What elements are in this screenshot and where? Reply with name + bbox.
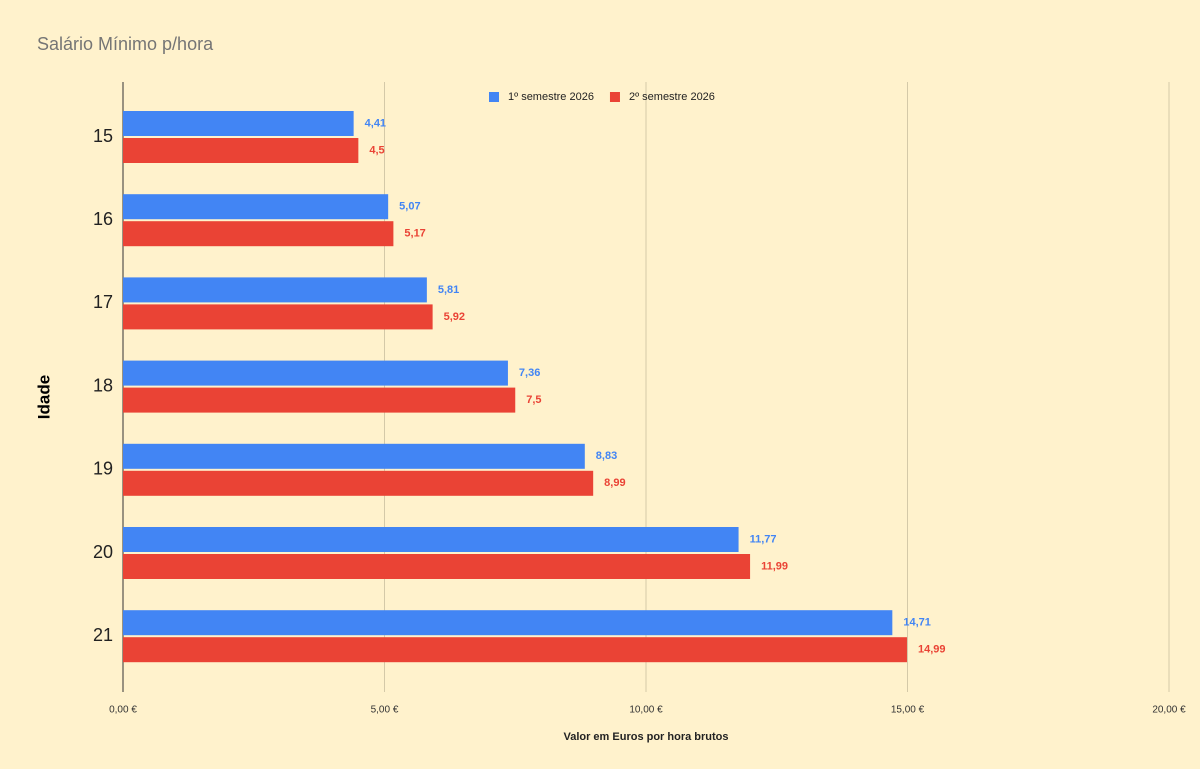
y-tick-label: 17: [93, 292, 113, 312]
bar: [123, 360, 508, 386]
value-label: 5,07: [399, 201, 420, 213]
legend-swatch: [489, 92, 499, 102]
value-label: 4,41: [365, 117, 386, 129]
value-label: 8,83: [596, 450, 617, 462]
value-label: 5,81: [438, 284, 459, 296]
bar: [123, 527, 739, 552]
bar: [123, 138, 359, 163]
x-tick-label: 10,00 €: [629, 705, 663, 716]
bar: [123, 610, 893, 636]
bar: [123, 277, 427, 303]
y-tick-label: 21: [93, 625, 113, 645]
y-axis-label: Idade: [34, 375, 53, 419]
value-label: 7,5: [526, 394, 541, 406]
bar: [123, 221, 394, 247]
legend-label: 2º semestre 2026: [629, 91, 715, 103]
y-tick-label: 15: [93, 126, 113, 146]
x-tick-label: 5,00 €: [371, 705, 399, 716]
value-label: 8,99: [604, 477, 625, 489]
bar: [123, 304, 433, 330]
bar: [123, 637, 907, 663]
y-tick-label: 18: [93, 375, 113, 395]
bar: [123, 387, 516, 413]
y-tick-label: 19: [93, 459, 113, 479]
x-axis-label: Valor em Euros por hora brutos: [563, 731, 728, 743]
value-label: 5,92: [444, 311, 465, 323]
value-label: 7,36: [519, 367, 540, 379]
bar: [123, 443, 585, 469]
value-label: 5,17: [404, 228, 425, 240]
y-tick-label: 16: [93, 209, 113, 229]
value-label: 14,71: [903, 617, 931, 629]
x-tick-label: 0,00 €: [109, 705, 137, 716]
x-tick-label: 20,00 €: [1152, 705, 1186, 716]
bar: [123, 470, 594, 496]
bar: [123, 554, 751, 579]
bar: [123, 194, 389, 220]
value-label: 11,77: [750, 533, 777, 545]
value-label: 11,99: [761, 560, 788, 572]
y-tick-label: 20: [93, 542, 113, 562]
chart-title: Salário Mínimo p/hora: [37, 34, 214, 54]
value-label: 4,5: [369, 144, 384, 156]
bar: [123, 111, 354, 136]
x-tick-label: 15,00 €: [891, 705, 925, 716]
legend-swatch: [609, 92, 620, 102]
value-label: 14,99: [918, 644, 946, 656]
legend-label: 1º semestre 2026: [508, 91, 594, 103]
